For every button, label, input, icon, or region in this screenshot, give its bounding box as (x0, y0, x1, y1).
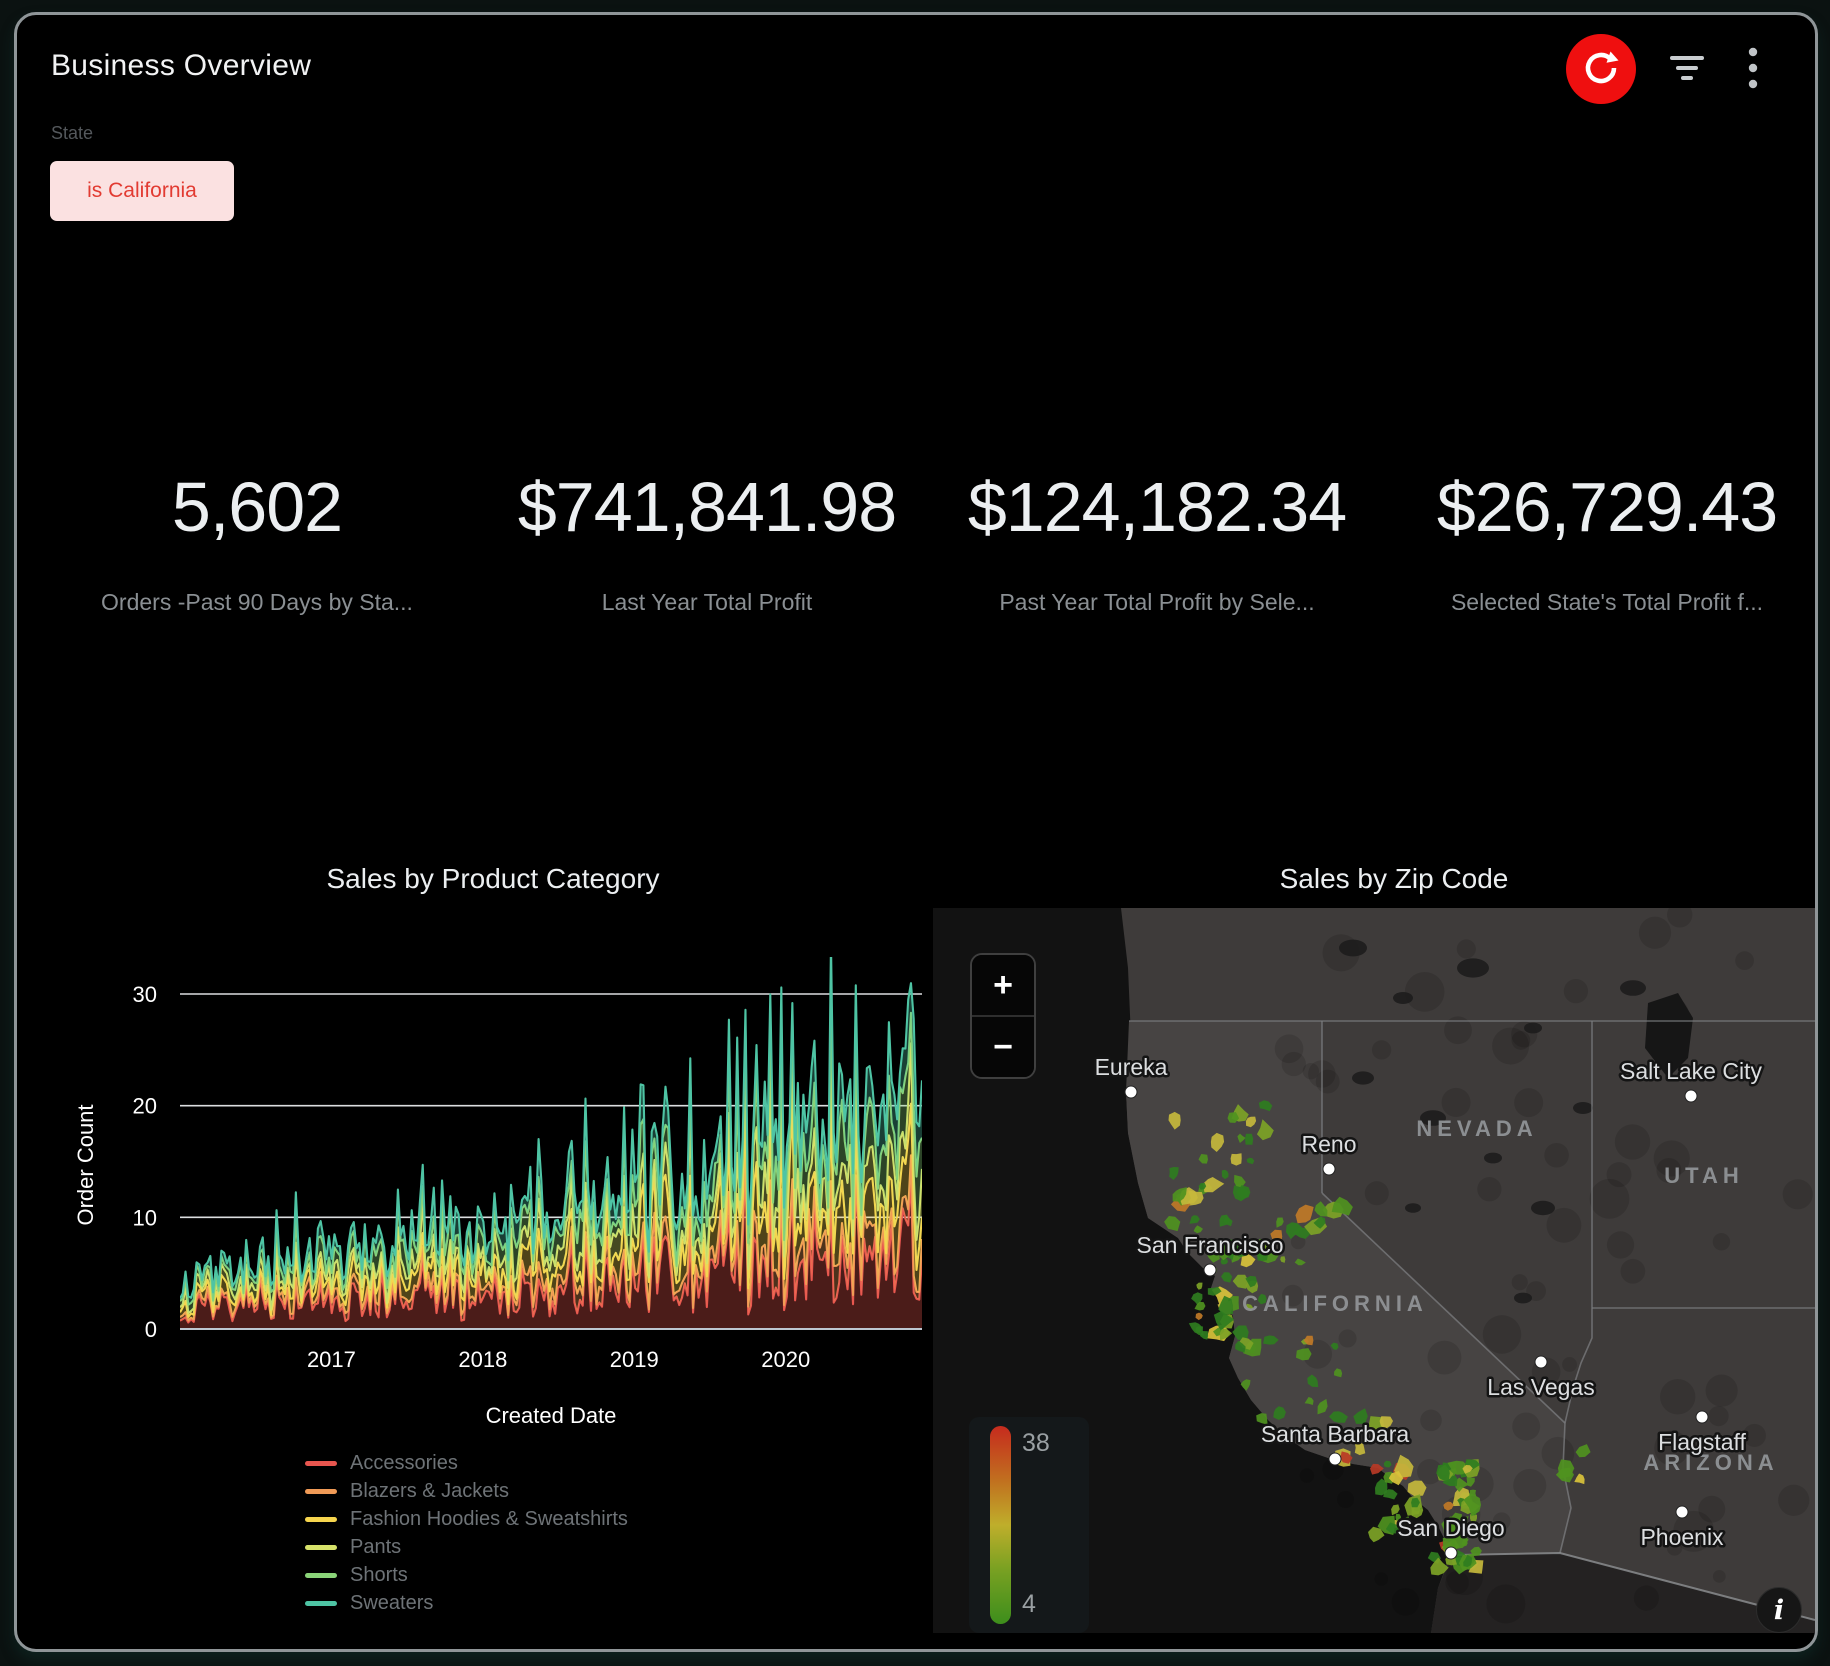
legend-label: Fashion Hoodies & Sweatshirts (350, 1507, 628, 1530)
filter-label: State (51, 123, 94, 143)
state-filter-chip[interactable]: is California (50, 161, 234, 221)
svg-text:Created Date: Created Date (486, 1403, 617, 1428)
city-label: San Francisco (1136, 1232, 1283, 1258)
color-gradient-bar (990, 1426, 1011, 1624)
legend-item-hoodies[interactable]: Fashion Hoodies & Sweatshirts (305, 1505, 628, 1533)
legend-label: Pants (350, 1535, 402, 1558)
svg-text:2018: 2018 (458, 1347, 507, 1372)
zoom-in-button[interactable]: + (972, 955, 1034, 1015)
city-label: Reno (1302, 1131, 1357, 1157)
state-label: CALIFORNIA (1242, 1291, 1428, 1316)
svg-text:0: 0 (145, 1317, 157, 1342)
legend-swatch (305, 1600, 337, 1606)
svg-text:20: 20 (133, 1094, 157, 1119)
kpi-past-year-profit: $124,182.34 Past Year Total Profit by Se… (932, 407, 1382, 667)
state-label: UTAH (1664, 1163, 1743, 1188)
svg-text:30: 30 (133, 982, 157, 1007)
legend-item-pants[interactable]: Pants (305, 1533, 628, 1561)
kpi-value: $124,182.34 (967, 468, 1347, 546)
filter-button[interactable] (1663, 45, 1711, 93)
map-info-button[interactable]: i (1756, 1587, 1802, 1633)
kpi-row: 5,602 Orders -Past 90 Days by Sta... $74… (32, 407, 1815, 667)
svg-text:2017: 2017 (307, 1347, 356, 1372)
city-label: Phoenix (1640, 1524, 1724, 1550)
city-label: Eureka (1095, 1054, 1168, 1080)
legend-swatch (305, 1572, 337, 1578)
kpi-label: Last Year Total Profit (601, 589, 813, 615)
state-label: NEVADA (1416, 1116, 1537, 1141)
zoom-out-button[interactable]: − (972, 1017, 1034, 1077)
dashboard-panel: Business Overview State is (14, 12, 1818, 1652)
legend-label: Blazers & Jackets (350, 1479, 509, 1502)
kpi-label: Orders -Past 90 Days by Sta... (101, 589, 413, 615)
city-label: Salt Lake City (1620, 1058, 1762, 1084)
legend-min-value: 4 (1022, 1590, 1036, 1618)
legend-label: Accessories (350, 1451, 458, 1474)
city-label: Santa Barbara (1261, 1421, 1410, 1447)
kpi-orders: 5,602 Orders -Past 90 Days by Sta... (32, 407, 482, 667)
kpi-label: Past Year Total Profit by Sele... (999, 589, 1315, 615)
kpi-last-year-profit: $741,841.98 Last Year Total Profit (482, 407, 932, 667)
category-chart-title: Sales by Product Category (326, 863, 660, 894)
kpi-value: $741,841.98 (517, 468, 897, 546)
state-label: ARIZONA (1643, 1450, 1778, 1475)
legend-swatch (305, 1516, 337, 1522)
legend-item-sweaters[interactable]: Sweaters (305, 1589, 628, 1617)
legend-swatch (305, 1460, 337, 1466)
kebab-menu-icon (1748, 46, 1758, 93)
zoom-divider (972, 1015, 1034, 1017)
legend-item-accessories[interactable]: Accessories (305, 1449, 628, 1477)
refresh-button[interactable] (1566, 34, 1636, 104)
legend-max-value: 38 (1022, 1429, 1050, 1457)
svg-text:2020: 2020 (761, 1347, 810, 1372)
kpi-value: 5,602 (171, 468, 343, 546)
legend-item-shorts[interactable]: Shorts (305, 1561, 628, 1589)
legend-label: Shorts (350, 1563, 408, 1586)
svg-text:2019: 2019 (610, 1347, 659, 1372)
sales-by-category-chart[interactable]: 0 10 20 30 Order Count 2017 2018 2019 2020 Create… (17, 935, 947, 1435)
legend-swatch (305, 1544, 337, 1550)
map-color-legend: 38 4 (969, 1417, 1089, 1633)
city-label: San Diego (1397, 1515, 1504, 1541)
city-label: Las Vegas (1487, 1374, 1594, 1400)
city-label: Flagstaff (1658, 1429, 1746, 1455)
kpi-state-profit: $26,729.43 Selected State's Total Profit… (1382, 407, 1815, 667)
more-options-button[interactable] (1733, 45, 1773, 93)
legend-swatch (305, 1488, 337, 1494)
svg-text:Order Count: Order Count (73, 1104, 98, 1225)
category-legend: Accessories Blazers & Jackets Fashion Ho… (305, 1449, 628, 1617)
kpi-value: $26,729.43 (1436, 468, 1778, 546)
legend-label: Sweaters (350, 1591, 434, 1614)
map-zoom-control: + − (970, 953, 1036, 1079)
zip-map-title: Sales by Zip Code (1279, 863, 1509, 894)
legend-item-blazers[interactable]: Blazers & Jackets (305, 1477, 628, 1505)
page-title: Business Overview (51, 49, 312, 82)
filter-list-icon (1665, 50, 1709, 89)
kpi-label: Selected State's Total Profit f... (1450, 589, 1764, 615)
svg-text:10: 10 (133, 1205, 157, 1230)
refresh-icon (1581, 48, 1621, 91)
